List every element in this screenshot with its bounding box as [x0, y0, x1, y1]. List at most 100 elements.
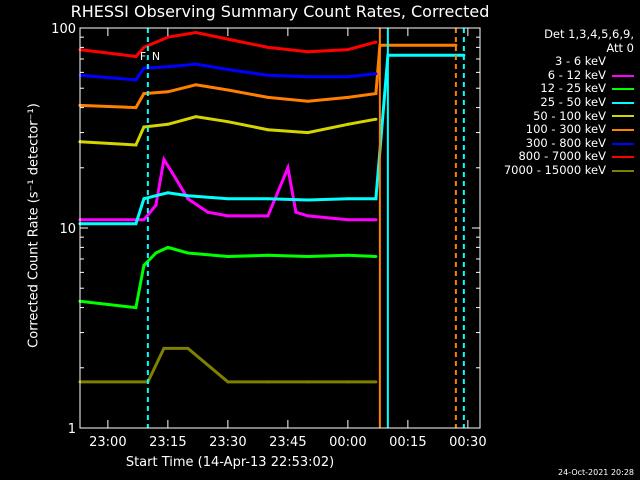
- data-point-0-4: [178, 197, 182, 201]
- data-point-5-7: [306, 99, 310, 103]
- data-point-4-3: [166, 122, 170, 126]
- series-line-7: [79, 30, 377, 59]
- data-point-4-7: [306, 131, 310, 135]
- legend-swatch: [612, 60, 634, 63]
- legend-entry: 100 - 300 keV: [504, 123, 634, 137]
- data-point-1-6: [186, 197, 190, 201]
- data-point-3-9: [346, 197, 350, 201]
- data-point-0-3: [170, 185, 174, 189]
- legend-entry: 50 - 100 keV: [504, 108, 634, 124]
- chart-title: RHESSI Observing Summary Count Rates, Co…: [70, 2, 490, 21]
- data-point-5-9: [374, 92, 378, 96]
- legend-label: 3 - 6 keV: [555, 54, 606, 69]
- series-line-5: [79, 43, 456, 110]
- legend-label: 100 - 300 keV: [525, 122, 606, 137]
- series-line-0: [142, 184, 376, 413]
- data-point-5-2: [142, 92, 146, 96]
- data-point-0-12: [266, 310, 270, 314]
- data-point-1-1: [126, 218, 130, 222]
- data-point-1-12: [306, 214, 310, 218]
- x-tick-label-4: 00:00: [329, 435, 366, 450]
- legend-label: 800 - 7000 keV: [518, 149, 606, 164]
- data-point-2-2: [142, 263, 146, 267]
- data-point-5-6: [266, 95, 270, 99]
- data-point-7-4: [194, 31, 198, 34]
- legend-swatch: [612, 169, 634, 172]
- data-point-1-13: [346, 218, 350, 222]
- legend-entry: 800 - 7000 keV: [504, 150, 634, 164]
- x-tick-label-6: 00:30: [449, 435, 486, 450]
- data-point-6-4: [194, 62, 198, 66]
- legend-swatch: [612, 74, 634, 77]
- data-point-3-5: [186, 194, 190, 198]
- legend: Det 1,3,4,5,6,9, Att 0 3 - 6 keV 6 - 12 k…: [504, 27, 634, 178]
- data-point-8-7: [346, 380, 350, 384]
- data-point-5-11: [454, 43, 458, 47]
- data-point-7-3: [166, 35, 170, 39]
- legend-entry: 300 - 800 keV: [504, 135, 634, 151]
- data-point-7-7: [306, 50, 310, 54]
- data-point-1-9: [266, 214, 270, 218]
- data-point-6-5: [226, 68, 230, 71]
- data-point-7-8: [346, 48, 350, 52]
- data-point-1-7: [206, 210, 210, 214]
- y-tick-label-1: 10: [59, 222, 76, 237]
- legend-swatch: [612, 101, 634, 104]
- data-point-8-5: [266, 380, 270, 384]
- data-point-7-1: [134, 55, 138, 58]
- data-point-8-2: [162, 346, 166, 350]
- legend-entry: 12 - 25 keV: [504, 82, 634, 96]
- legend-label: 50 - 100 keV: [533, 108, 606, 123]
- data-point-3-3: [154, 194, 158, 198]
- data-point-0-10: [226, 286, 230, 290]
- data-point-6-8: [346, 75, 350, 79]
- data-point-0-16: [346, 322, 350, 326]
- series-line-6: [79, 62, 377, 82]
- data-point-2-1: [134, 306, 138, 310]
- data-point-3-6: [226, 197, 230, 201]
- x-tick-label-1: 23:15: [149, 435, 186, 450]
- data-point-0-5: [186, 218, 190, 222]
- data-point-0-2: [162, 203, 166, 207]
- data-point-3-10: [374, 197, 378, 201]
- legend-swatch: [612, 128, 634, 131]
- y-tick-label-0: 1: [68, 422, 76, 437]
- legend-entries: 3 - 6 keV 6 - 12 keV 12 - 25 keV 25 - 50 ke…: [504, 55, 634, 177]
- data-point-1-8: [226, 214, 230, 218]
- data-point-6-6: [266, 73, 270, 77]
- legend-swatch: [612, 115, 634, 118]
- data-point-4-6: [266, 128, 270, 132]
- data-point-0-0: [142, 410, 146, 414]
- series-layer: [78, 30, 466, 414]
- legend-label: 6 - 12 keV: [547, 67, 606, 82]
- legend-header-line-1: Det 1,3,4,5,6,9,: [544, 27, 634, 41]
- data-point-6-2: [142, 66, 146, 70]
- data-point-1-3: [154, 203, 158, 207]
- data-point-3-8: [306, 198, 310, 202]
- data-point-2-9: [346, 253, 350, 257]
- series-line-4: [79, 115, 377, 147]
- data-point-4-2: [142, 125, 146, 129]
- data-point-8-3: [186, 346, 190, 350]
- data-point-8-4: [226, 380, 230, 384]
- data-point-8-6: [306, 380, 310, 384]
- data-point-0-17: [374, 322, 378, 326]
- data-point-1-4: [162, 158, 166, 161]
- data-point-4-1: [134, 143, 138, 147]
- legend-entry: 6 - 12 keV: [504, 67, 634, 83]
- data-point-2-10: [374, 255, 378, 258]
- data-point-0-8: [210, 263, 214, 267]
- legend-entry: 25 - 50 keV: [504, 95, 634, 110]
- legend-swatch: [612, 142, 634, 145]
- series-line-1: [79, 155, 376, 222]
- data-point-5-5: [226, 88, 230, 92]
- data-point-3-7: [266, 197, 270, 201]
- data-point-7-5: [226, 37, 230, 41]
- data-point-2-4: [166, 245, 170, 249]
- legend-label: 300 - 800 keV: [525, 135, 606, 150]
- data-point-6-7: [306, 75, 310, 79]
- data-point-1-10: [286, 166, 290, 170]
- legend-swatch: [612, 88, 634, 91]
